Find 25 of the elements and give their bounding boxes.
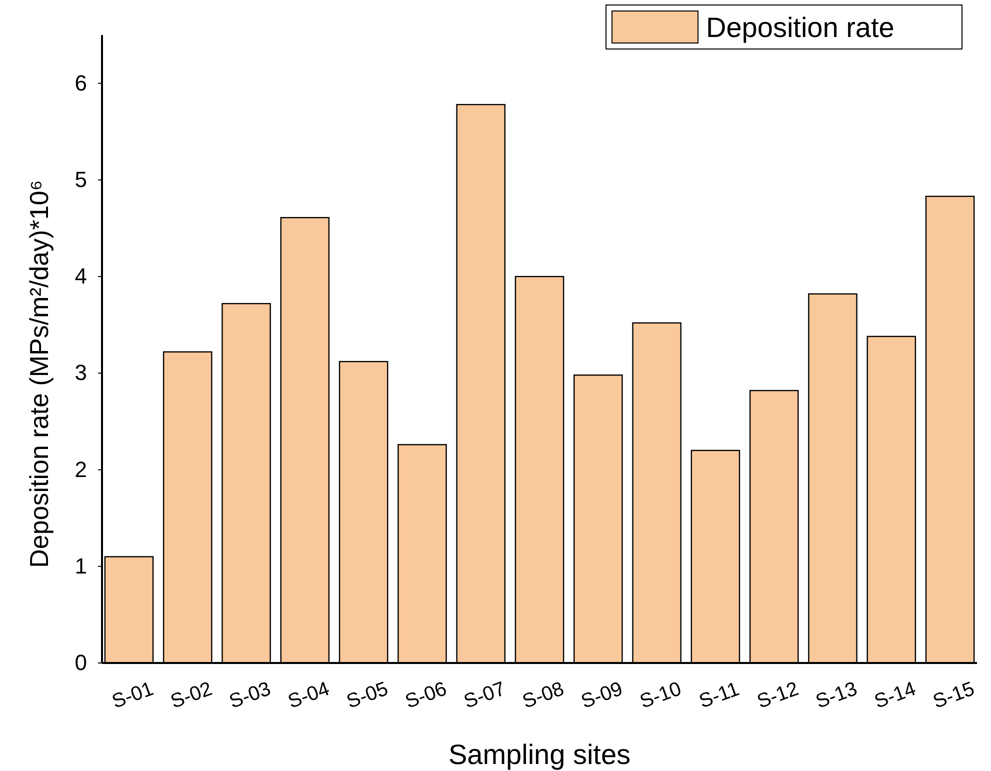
x-tick-label: S-03 bbox=[226, 678, 274, 714]
x-tick-label: S-12 bbox=[754, 678, 802, 714]
y-tick-label: 2 bbox=[74, 456, 87, 482]
x-tick-label: S-09 bbox=[578, 678, 626, 714]
y-tick-label: 4 bbox=[74, 264, 87, 289]
x-tick-label: S-04 bbox=[285, 678, 332, 714]
x-axis-title: Sampling sites bbox=[448, 739, 631, 770]
x-tick-label: S-15 bbox=[930, 678, 978, 714]
x-tick-label: S-13 bbox=[812, 678, 860, 714]
x-tick-label: S-01 bbox=[109, 678, 156, 714]
x-tick-label: S-10 bbox=[637, 678, 684, 714]
x-tick-label: S-14 bbox=[872, 678, 919, 714]
y-tick-label: 3 bbox=[74, 360, 87, 386]
x-tick-label: S-11 bbox=[696, 678, 742, 713]
x-tick-label: S-02 bbox=[168, 678, 216, 714]
x-tick-label: S-08 bbox=[520, 678, 567, 714]
legend-label: Deposition rate bbox=[706, 12, 894, 43]
y-tick-label: 1 bbox=[74, 553, 87, 578]
y-tick-label: 6 bbox=[74, 70, 87, 96]
y-axis-title: Deposition rate (MPs/m²/day)*10⁶ bbox=[24, 180, 54, 568]
x-tick-label: S-06 bbox=[402, 678, 450, 714]
x-tick-label: S-07 bbox=[461, 678, 508, 714]
y-tick-label: 5 bbox=[74, 166, 87, 192]
x-tick-label: S-05 bbox=[344, 678, 392, 714]
y-tick-label: 0 bbox=[74, 650, 87, 676]
